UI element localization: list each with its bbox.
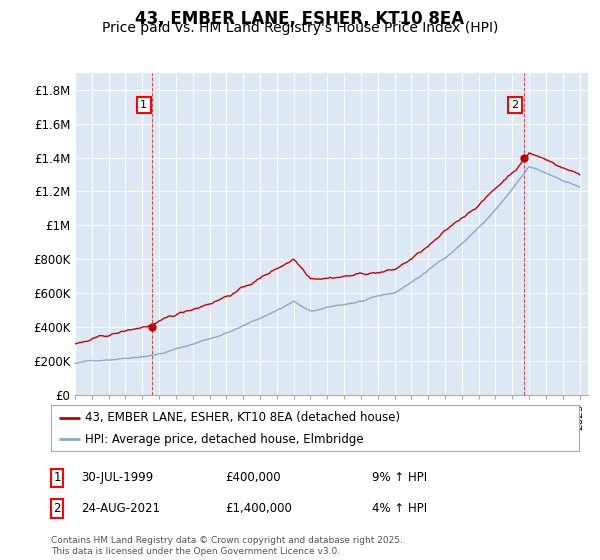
Text: HPI: Average price, detached house, Elmbridge: HPI: Average price, detached house, Elmb… [85, 433, 364, 446]
Text: Price paid vs. HM Land Registry's House Price Index (HPI): Price paid vs. HM Land Registry's House … [102, 21, 498, 35]
Text: 30-JUL-1999: 30-JUL-1999 [81, 471, 153, 484]
Text: 1: 1 [53, 471, 61, 484]
Text: £1,400,000: £1,400,000 [225, 502, 292, 515]
Text: 9% ↑ HPI: 9% ↑ HPI [372, 471, 427, 484]
Text: 24-AUG-2021: 24-AUG-2021 [81, 502, 160, 515]
Text: 43, EMBER LANE, ESHER, KT10 8EA: 43, EMBER LANE, ESHER, KT10 8EA [136, 10, 464, 27]
Text: Contains HM Land Registry data © Crown copyright and database right 2025.
This d: Contains HM Land Registry data © Crown c… [51, 536, 403, 556]
Text: 4% ↑ HPI: 4% ↑ HPI [372, 502, 427, 515]
Text: 1: 1 [140, 100, 147, 110]
Text: 2: 2 [53, 502, 61, 515]
Text: 2: 2 [512, 100, 518, 110]
Text: 43, EMBER LANE, ESHER, KT10 8EA (detached house): 43, EMBER LANE, ESHER, KT10 8EA (detache… [85, 411, 400, 424]
Text: £400,000: £400,000 [225, 471, 281, 484]
